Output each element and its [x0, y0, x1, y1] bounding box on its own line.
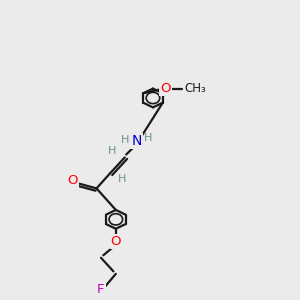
- Text: N: N: [131, 134, 142, 148]
- Text: F: F: [97, 284, 105, 296]
- Text: H: H: [121, 135, 130, 145]
- Text: H: H: [118, 174, 127, 184]
- Text: H: H: [108, 146, 116, 156]
- Text: H: H: [144, 134, 152, 143]
- Text: O: O: [68, 175, 78, 188]
- Text: O: O: [111, 235, 121, 248]
- Text: O: O: [160, 82, 171, 95]
- Text: CH₃: CH₃: [184, 82, 206, 95]
